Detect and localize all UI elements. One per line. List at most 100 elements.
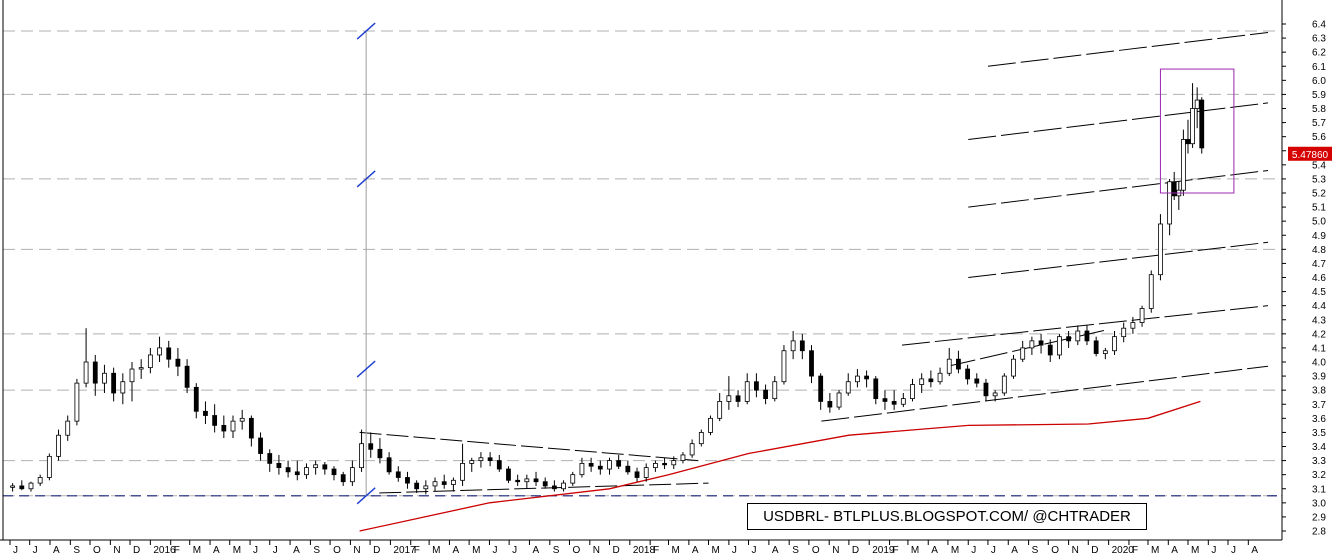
candle-up (726, 395, 732, 402)
candle-down (322, 464, 328, 470)
candle-down (956, 358, 961, 370)
candle-down (276, 462, 282, 469)
candle-down (340, 474, 346, 483)
y-tick-label: 4.1 (1312, 343, 1326, 354)
candle-up (836, 392, 842, 408)
x-tick-label: M (911, 545, 919, 556)
last-price-label: 5.47860 (1288, 146, 1332, 161)
candle-up (304, 467, 309, 476)
candle-down (1047, 344, 1053, 356)
candle-up (138, 367, 144, 370)
candle-up (1057, 336, 1062, 356)
candle-up (671, 460, 677, 466)
candle-up (845, 381, 851, 394)
candle-down (799, 340, 805, 352)
candle-down (1093, 340, 1099, 354)
x-tick-label: 2019 (872, 545, 895, 556)
x-tick-label: N (353, 545, 360, 556)
candle-up (74, 382, 80, 422)
x-tick-label: J (991, 545, 996, 556)
y-tick-label: 5.2 (1312, 189, 1326, 200)
candle-up (239, 417, 245, 422)
x-tick-label: N (113, 545, 120, 556)
candle-up (607, 460, 612, 470)
last-price-text: 5.47860 (1292, 150, 1329, 161)
watermark-label: USDBRL- BTLPLUS.BLOGSPOT.COM/ @CHTRADER (747, 503, 1147, 530)
candle-down (1171, 181, 1177, 197)
candle-down (1199, 99, 1205, 149)
x-tick-label: M (1151, 545, 1159, 556)
x-tick-label: F (174, 545, 180, 556)
y-tick-label: 6.4 (1312, 20, 1326, 31)
candle-up (10, 485, 16, 488)
candle-up (561, 482, 566, 490)
x-tick-label: D (1091, 545, 1098, 556)
candle-down (221, 424, 227, 432)
candle-down (873, 378, 879, 400)
candle-up (120, 381, 126, 394)
candle-up (313, 464, 319, 469)
x-tick-label: D (612, 545, 619, 556)
candle-down (754, 381, 759, 391)
candle-up (56, 434, 61, 457)
candle-down (763, 389, 768, 400)
channel-line (968, 169, 1269, 208)
y-tick-label: 4.8 (1312, 245, 1326, 256)
y-tick-label: 4.7 (1312, 259, 1326, 270)
y-tick-label: 3.0 (1312, 498, 1326, 509)
candle-up (708, 417, 713, 433)
x-tick-label: M (472, 545, 480, 556)
highlight-box-layer (1159, 68, 1235, 194)
y-tick-label: 4.4 (1312, 301, 1326, 312)
candle-down (212, 415, 218, 426)
candle-down (258, 437, 263, 454)
x-tick-label: S (1032, 545, 1039, 556)
candle-up (680, 454, 686, 461)
candle-up (102, 372, 107, 384)
x-tick-label: A (772, 545, 779, 556)
candle-up (423, 485, 429, 490)
candle-up (349, 467, 355, 483)
candle-down (377, 448, 383, 459)
candle-up (1075, 330, 1081, 342)
y-tick-label: 3.8 (1312, 386, 1326, 397)
x-tick-label: O (333, 545, 341, 556)
channel-line (968, 241, 1269, 278)
candle-down (542, 481, 548, 487)
candle-up (900, 398, 906, 405)
y-tick-label: 3.7 (1312, 400, 1326, 411)
x-tick-label: S (553, 545, 560, 556)
candle-down (827, 401, 833, 408)
candle-up (1102, 350, 1108, 354)
candle-down (1038, 340, 1044, 346)
x-tick-label: M (712, 545, 720, 556)
triangle-line (359, 431, 699, 462)
channel-line (821, 365, 1269, 422)
x-tick-label: F (414, 545, 420, 556)
y-tick-label: 6.0 (1312, 76, 1326, 87)
x-tick-label: J (253, 545, 258, 556)
candle-down (597, 465, 603, 470)
candle-up (790, 340, 796, 352)
candle-down (193, 386, 199, 412)
candle-down (928, 378, 934, 383)
candle-down (395, 471, 401, 478)
x-tick-label: N (593, 545, 600, 556)
candle-down (203, 410, 208, 416)
x-tick-label: F (1132, 545, 1138, 556)
blue-tick-mark (356, 22, 376, 40)
x-tick-label: A (1251, 545, 1258, 556)
x-tick-label: 2018 (633, 545, 656, 556)
x-tick-label: M (951, 545, 959, 556)
y-tick-label: 2.9 (1312, 512, 1326, 523)
y-tick-label: 3.9 (1312, 372, 1326, 383)
candle-up (65, 420, 71, 436)
y-tick-label: 6.1 (1312, 62, 1326, 73)
x-tick-label: A (931, 545, 938, 556)
candle-down (487, 457, 493, 461)
y-tick-label: 3.6 (1312, 414, 1326, 425)
x-tick-label: F (893, 545, 899, 556)
candle-down (386, 457, 392, 473)
